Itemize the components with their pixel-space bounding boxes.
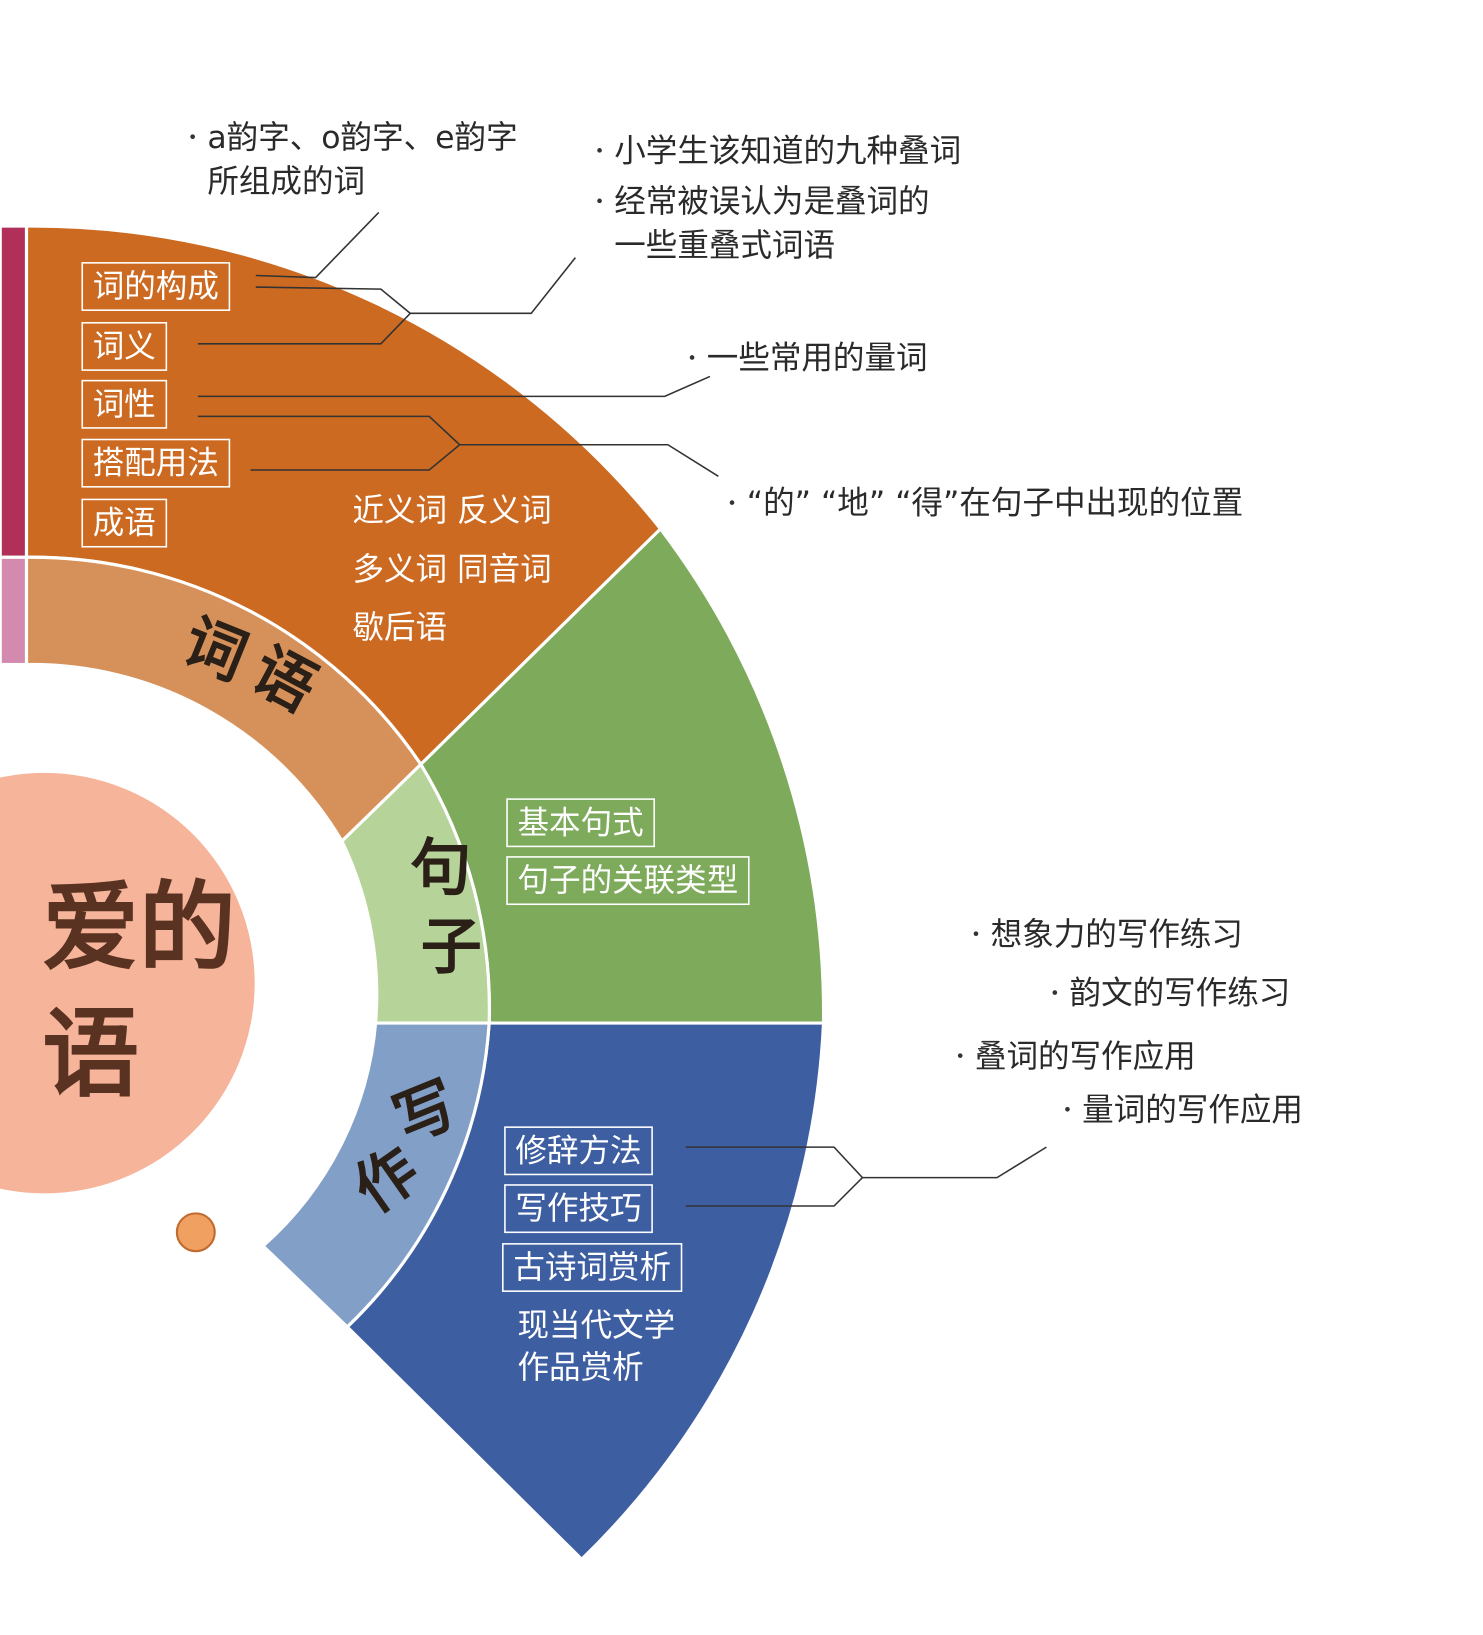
topic-item: 多义词 同音词 [352, 552, 551, 588]
topic-box [81, 322, 168, 371]
bullet [973, 931, 979, 936]
connectors [197, 211, 1047, 1207]
note-text: 小学生该知道的九种叠词 [614, 133, 961, 169]
note-text: a韵字、o韵字、e韵字 [207, 120, 517, 156]
topic-item: 近义词 反义词 [352, 493, 551, 529]
note-text: 所组成的词 [207, 164, 365, 200]
side-strip [0, 555, 29, 667]
topic-item: 现当代文学 [518, 1308, 676, 1344]
topic-box [504, 1184, 653, 1234]
topic-box [81, 438, 231, 488]
topic-text: 句子的关联类型 [518, 863, 739, 899]
note-text: “的” “地” “得”在句子中出现的位置 [747, 486, 1243, 522]
topic-box [81, 379, 168, 429]
center-circle [0, 772, 255, 1194]
topic-text: 修辞方法 [515, 1133, 641, 1169]
topic-text: 基本句式 [518, 805, 644, 841]
ring [260, 1021, 491, 1330]
topic-text: 搭配用法 [93, 446, 219, 482]
connector [255, 211, 380, 279]
bullet [1065, 1106, 1070, 1112]
topic-text: 词义 [93, 329, 156, 365]
bullet [689, 355, 695, 360]
topic-item: 作品赏析 [518, 1350, 644, 1386]
bullet [957, 1053, 963, 1058]
note-text: 叠词的写作应用 [975, 1039, 1196, 1075]
center-text: 爱的 [42, 870, 235, 984]
connector [459, 443, 719, 477]
topic-item: 歇后语 [352, 610, 447, 646]
side-strip [0, 224, 29, 559]
bullet [597, 148, 602, 153]
center-text: 语 [42, 996, 139, 1110]
bullet [1052, 990, 1058, 995]
topic-box [502, 1243, 683, 1292]
note-text: 一些常用的量词 [707, 341, 928, 377]
ball [175, 1212, 216, 1253]
topic-box [81, 498, 168, 548]
topic-text: 词的构成 [93, 269, 219, 305]
topic-box [504, 1126, 653, 1176]
note-text: 一些重叠式词语 [614, 228, 835, 264]
topic-box [81, 262, 231, 311]
topic-text: 词性 [93, 387, 156, 423]
topic-box [506, 856, 750, 906]
topic-text: 古诗词赏析 [513, 1250, 671, 1286]
connector [410, 257, 576, 315]
topic-text: 写作技巧 [515, 1191, 641, 1227]
bullet [190, 134, 195, 140]
topic-box [506, 798, 655, 848]
topic-text: 成语 [93, 506, 156, 542]
connector [862, 1146, 1047, 1179]
bullet [729, 500, 735, 505]
bullet [597, 198, 602, 204]
wheel [0, 224, 826, 1562]
note-text: 经常被误认为是叠词的 [614, 184, 929, 220]
connector [197, 375, 711, 398]
note-text: 量词的写作应用 [1082, 1092, 1303, 1128]
note-text: 韵文的写作练习 [1070, 976, 1291, 1012]
note-text: 想象力的写作练习 [991, 917, 1243, 953]
